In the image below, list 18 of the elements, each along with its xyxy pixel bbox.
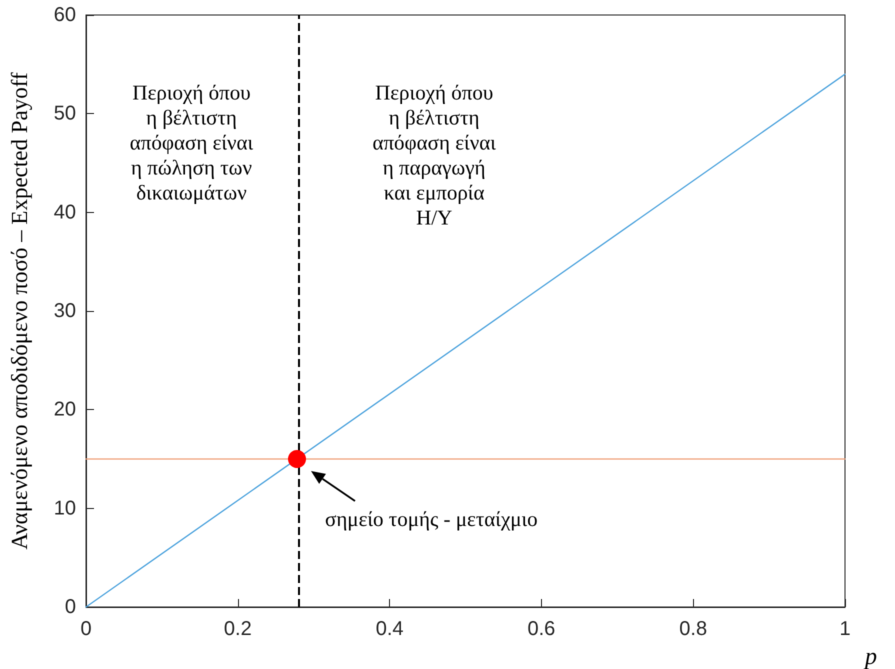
x-tick-label: 0.6	[527, 618, 556, 640]
annotation: Περιοχή όπου η βέλτιστη απόφαση είναι η παραγωγή και εμπορία Η/Υ	[372, 80, 496, 230]
x-tick-label: 0.2	[224, 618, 252, 640]
y-tick-label: 0	[64, 596, 76, 618]
x-tick-label: 0.4	[376, 618, 404, 640]
annotation: σημείο τομής - μεταίχμιο	[325, 507, 538, 531]
y-tick-label: 50	[54, 102, 76, 125]
x-tick-label: 1	[839, 618, 851, 640]
y-axis-title: Αναμενόμενο αποδιδόμενο ποσό – Expected Payoff	[7, 72, 32, 550]
y-tick-label: 30	[54, 300, 76, 322]
y-tick-label: 40	[54, 201, 76, 224]
y-tick-label: 60	[54, 4, 76, 26]
x-tick-label: 0.8	[679, 618, 708, 640]
annotation: Περιοχή όπου η βέλτιστη απόφαση είναι η πώληση των δικαιωμάτων	[130, 80, 254, 204]
x-axis-title: p	[863, 644, 877, 669]
y-tick-label: 10	[54, 497, 76, 520]
x-tick-label: 0	[80, 618, 92, 640]
y-tick-label: 20	[54, 398, 76, 421]
